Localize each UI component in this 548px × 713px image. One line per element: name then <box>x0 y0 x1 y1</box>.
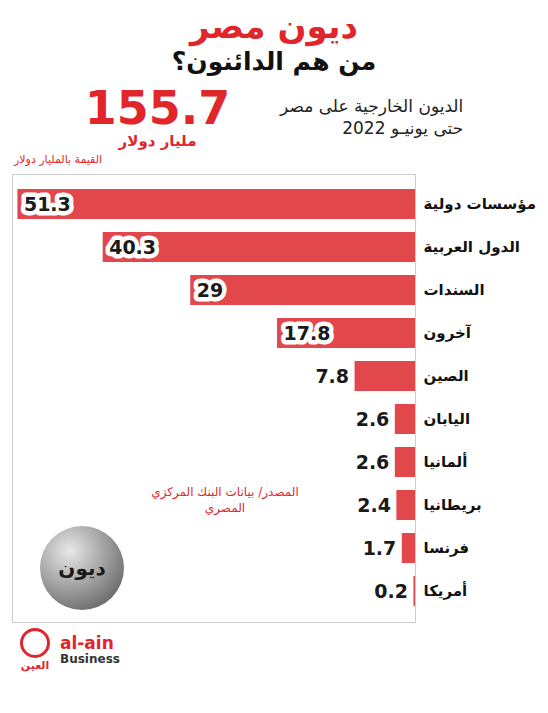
svg-text:7.8: 7.8 <box>315 365 349 387</box>
html-text:مليار دولار: مليار دولار <box>118 132 197 150</box>
svg-text:الصين: الصين <box>424 367 469 385</box>
html-text:ديون: ديون <box>58 556 106 580</box>
svg-text:أمريكا: أمريكا <box>424 581 468 600</box>
svg-text:فرنسا: فرنسا <box>424 539 470 557</box>
svg-text:اليابان: اليابان <box>424 410 471 428</box>
html-text:ديون مصر: ديون مصر <box>190 6 358 46</box>
svg-text:40.3: 40.3 <box>109 236 156 258</box>
html-text:الديون الخارجية على مصر حتى يو: الديون الخارجية على مصر حتى يونيـو 2022 <box>280 96 464 138</box>
html-text:al-ain: al-ain <box>60 633 114 653</box>
svg-text:2.4: 2.4 <box>357 494 391 516</box>
svg-text:ألمانيا: ألمانيا <box>424 452 468 471</box>
svg-text:29: 29 <box>197 279 223 301</box>
svg-text:2.6: 2.6 <box>356 408 390 430</box>
svg-text:مؤسسات دولية: مؤسسات دولية <box>424 195 537 213</box>
svg-text:51.3: 51.3 <box>24 193 71 215</box>
svg-text:17.8: 17.8 <box>284 322 331 344</box>
svg-text:0.2: 0.2 <box>374 580 408 602</box>
svg-text:السندات: السندات <box>424 281 485 299</box>
html-text:القيمة بالمليار دولار: القيمة بالمليار دولار <box>14 153 103 166</box>
html-text:من هم الدائنون؟: من هم الدائنون؟ <box>171 47 377 76</box>
html-text:Business: Business <box>60 652 120 666</box>
svg-text:1.7: 1.7 <box>363 537 397 559</box>
svg-text:بريطانيا: بريطانيا <box>424 496 482 514</box>
html-text:155.7: 155.7 <box>84 81 231 135</box>
html-text:العين: العين <box>20 659 50 672</box>
svg-text:2.6: 2.6 <box>356 451 390 473</box>
html-text:المصدر/ بيانات البنك المركزي ا: المصدر/ بيانات البنك المركزي المصري <box>151 485 299 515</box>
svg-text:آخرون: آخرون <box>424 324 472 342</box>
svg-text:الدول العربية: الدول العربية <box>424 238 520 256</box>
